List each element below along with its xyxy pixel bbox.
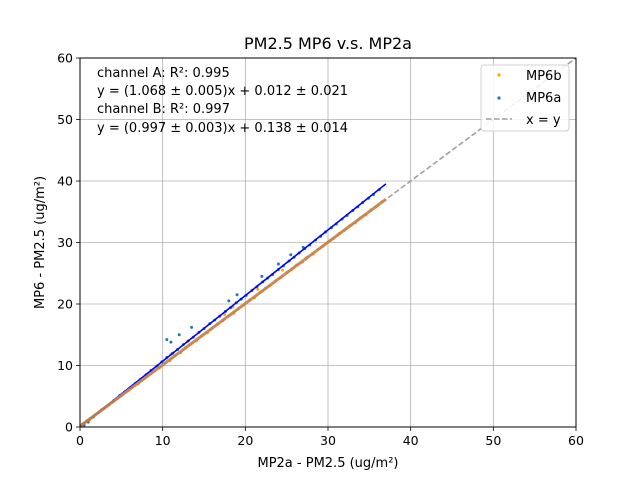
mp6a-point [289,253,293,257]
x-tick-label: 30 [320,433,336,448]
mp6a-point [177,333,181,337]
y-tick-label: 50 [57,112,73,127]
legend-marker-mp6b [497,73,501,77]
legend: MP6b MP6a x = y [480,64,570,132]
annotation-channel-b-fit: y = (0.997 ± 0.003)x + 0.138 ± 0.014 [97,121,348,136]
fit-line-channel-a [80,183,387,427]
y-tick-label: 0 [65,420,73,435]
fit-line-channel-b [80,198,387,427]
legend-box [480,64,570,132]
annotation-block: channel A: R²: 0.995 y = (1.068 ± 0.005)… [97,66,348,136]
mp6a-point [276,262,280,266]
x-tick-label: 50 [485,433,501,448]
legend-label-x-equals-y: x = y [526,113,561,128]
mp6b-point [223,312,227,316]
x-tick-label: 60 [568,433,584,448]
x-tick-label: 20 [237,433,253,448]
y-tick-label: 10 [57,358,73,373]
mp6a-point [235,293,239,297]
mp6b-point [256,287,260,291]
y-tick-label: 40 [57,174,73,189]
annotation-channel-b-r2: channel B: R²: 0.997 [97,102,230,117]
x-tick-label: 0 [76,433,84,448]
annotation-channel-a-r2: channel A: R²: 0.995 [97,66,230,81]
y-tick-label: 60 [57,51,73,66]
x-tick-label: 10 [155,433,171,448]
mp6a-point [227,299,231,303]
mp6b-point [281,268,285,272]
x-axis-label: MP2a - PM2.5 (ug/m²) [257,456,398,471]
legend-marker-mp6a [497,96,501,100]
ticks: 0 10 20 30 40 50 60 0 10 20 30 40 50 60 [57,51,584,449]
y-tick-label: 20 [57,297,73,312]
mp6a-point [165,338,169,342]
annotation-channel-a-fit: y = (1.068 ± 0.005)x + 0.012 ± 0.021 [97,84,348,99]
y-tick-label: 30 [57,235,73,250]
legend-label-mp6b: MP6b [526,69,562,84]
mp6a-point [190,325,194,329]
mp6a-point [169,340,173,344]
x-tick-label: 40 [403,433,419,448]
mp6a-point [260,274,264,278]
legend-label-mp6a: MP6a [526,91,561,106]
chart-title: PM2.5 MP6 v.s. MP2a [244,34,412,53]
y-axis-label: MP6 - PM2.5 (ug/m²) [33,176,48,309]
